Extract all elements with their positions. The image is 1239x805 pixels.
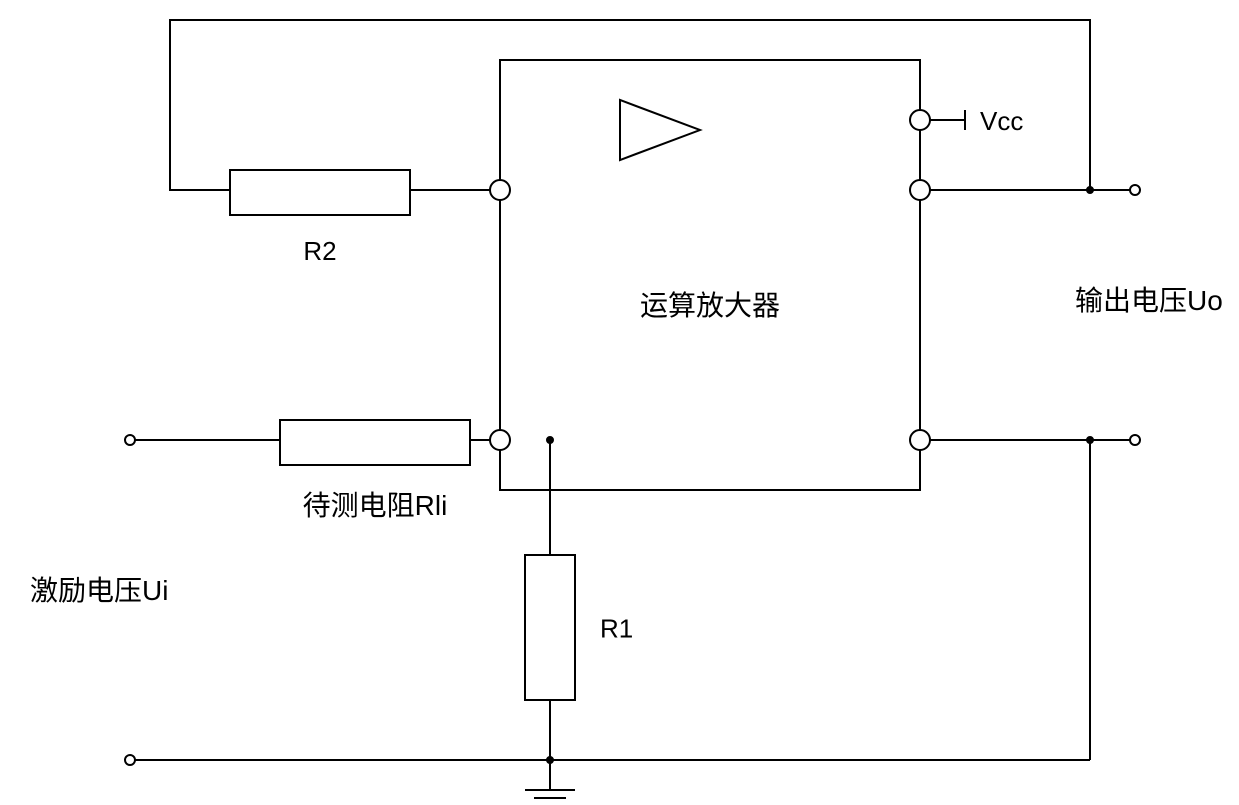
- circuit-diagram: 运算放大器 Vcc R2 输出电压Uo 待测电阻Rli R1 激励电压Ui: [0, 0, 1239, 805]
- node-rail-r1: [547, 757, 553, 763]
- pin-ref: [910, 430, 930, 450]
- node-out: [1087, 187, 1093, 193]
- ui-terminal-top: [125, 435, 135, 445]
- uo-terminal-bot: [1130, 435, 1140, 445]
- pin-out: [910, 180, 930, 200]
- uo-terminal-top: [1130, 185, 1140, 195]
- ui-label: 激励电压Ui: [30, 575, 168, 606]
- rli-resistor: [280, 420, 470, 465]
- uo-label: 输出电压Uo: [1075, 285, 1223, 316]
- vcc-label: Vcc: [980, 106, 1023, 136]
- r1-label: R1: [600, 614, 633, 644]
- opamp-label: 运算放大器: [640, 290, 780, 321]
- node-ref: [1087, 437, 1093, 443]
- opamp-box: [500, 60, 920, 490]
- node-noninv: [547, 437, 553, 443]
- r2-resistor: [230, 170, 410, 215]
- pin-vcc: [910, 110, 930, 130]
- ui-terminal-bot: [125, 755, 135, 765]
- rli-label: 待测电阻Rli: [303, 490, 448, 521]
- pin-inv-in: [490, 180, 510, 200]
- pin-noninv-in: [490, 430, 510, 450]
- r2-label: R2: [303, 236, 336, 266]
- r1-resistor: [525, 555, 575, 700]
